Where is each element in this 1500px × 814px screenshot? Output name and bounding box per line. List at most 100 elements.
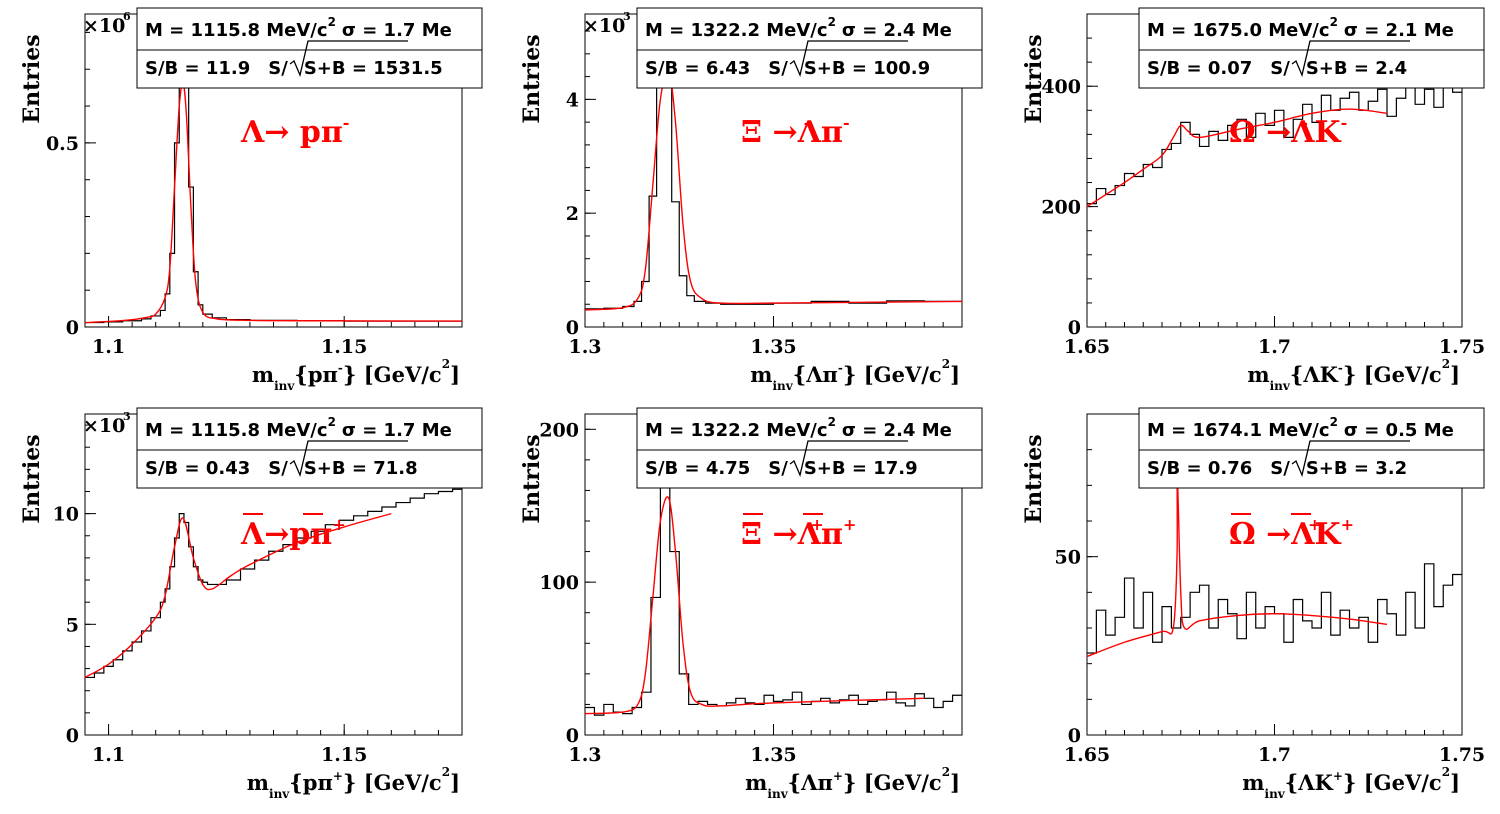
x-axis-label-part: 2 <box>442 357 450 371</box>
stats-line-2-part: S+B = 3.2 <box>1306 458 1407 479</box>
stats-box: M = 1115.8 MeV/c2 σ = 1.7 Me S/B = 11.9 S/S… <box>136 7 483 89</box>
x-axis-label-part: inv <box>269 787 290 801</box>
y-tick-label: 0 <box>566 317 579 339</box>
stats-line-2-part: S+B = 71.8 <box>304 458 418 479</box>
y-multiplier-exponent: 6 <box>123 10 131 23</box>
x-axis-label-part: inv <box>274 379 295 393</box>
stats-line-1-part: M = 1115.8 MeV/c <box>145 20 328 41</box>
stats-line-2-part: S/B = 4.75 <box>645 458 750 479</box>
x-axis-label-part: inv <box>767 787 788 801</box>
x-axis-label-part: {pπ <box>294 362 338 387</box>
stats-line-1-part: 2 <box>1330 15 1338 29</box>
y-multiplier: ×10 <box>83 415 125 437</box>
stats-box-frame <box>1138 407 1485 489</box>
decay-label-charge: - <box>1341 113 1348 132</box>
decay-label-charge: - <box>343 113 350 132</box>
x-axis-label-part: } [GeV/c <box>843 770 942 795</box>
y-tick-label: 0 <box>1068 725 1081 747</box>
x-axis-label-part: ] <box>950 362 960 387</box>
y-multiplier-exponent: 3 <box>123 410 131 423</box>
x-axis-label: minv{ΛK-} [GeV/c2] <box>1247 357 1460 393</box>
x-axis-label-part: } [GeV/c <box>343 362 442 387</box>
decay-label: Ξ →Λπ+ + <box>741 515 856 552</box>
histogram-series <box>585 486 962 716</box>
decay-label: Ω →ΛK+ + <box>1229 515 1354 552</box>
x-axis-label-part: 2 <box>1442 357 1450 371</box>
y-tick-label: 0.5 <box>46 133 79 155</box>
stats-line-2-part: S/ <box>768 58 788 79</box>
sqrt-radical <box>1291 440 1410 478</box>
decay-label-charge-2: - <box>1301 113 1308 132</box>
stats-line-1-part: 2 <box>828 415 836 429</box>
stats-line-1-part: σ = 2.4 Me <box>842 420 952 441</box>
x-tick-label: 1.65 <box>1064 744 1110 766</box>
decay-label-charge: + <box>843 515 856 534</box>
stats-line-1: M = 1322.2 MeV/c2 σ = 2.4 Me <box>645 15 952 41</box>
x-axis-label-part: {ΛK <box>1285 770 1334 795</box>
x-axis-label-part: - <box>338 361 343 375</box>
y-tick-label: 5 <box>66 614 79 636</box>
x-axis-label-part: ] <box>450 770 460 795</box>
stats-box-frame <box>1138 7 1485 89</box>
y-axis-label: Entries <box>519 34 545 123</box>
x-tick-label: 1.3 <box>568 336 601 358</box>
x-tick-label: 1.35 <box>750 336 796 358</box>
fit-curve <box>584 69 963 311</box>
x-axis-label-part: } [GeV/c <box>1343 362 1442 387</box>
stats-line-1-part: 2 <box>328 15 336 29</box>
x-axis-label-part: m <box>252 362 274 387</box>
x-axis-label-part: 2 <box>1442 765 1450 779</box>
x-tick-label: 1.75 <box>1439 744 1485 766</box>
sqrt-radical <box>789 40 908 78</box>
y-tick-label: 0 <box>566 725 579 747</box>
x-tick-label: 1.35 <box>750 744 796 766</box>
stats-line-1-part: σ = 0.5 Me <box>1344 420 1454 441</box>
x-axis-label-part: } [GeV/c <box>843 362 942 387</box>
x-axis-label-part: } [GeV/c <box>343 770 442 795</box>
y-tick-label: 100 <box>539 572 579 594</box>
decay-label: Λ→pπ+ <box>240 515 346 552</box>
stats-line-2: S/B = 0.07 S/S+B = 2.4 <box>1147 58 1407 79</box>
stats-box: M = 1322.2 MeV/c2 σ = 2.4 Me S/B = 6.43 S/S… <box>636 7 983 89</box>
stats-line-2-part: S+B = 17.9 <box>804 458 918 479</box>
stats-line-2-part: S/B = 6.43 <box>645 58 750 79</box>
fit-curve <box>1086 108 1388 208</box>
y-tick-label: 0 <box>66 725 79 747</box>
x-axis-label-part: - <box>1338 361 1343 375</box>
stats-box: M = 1115.8 MeV/c2 σ = 1.7 Me S/B = 0.43 S/S… <box>136 407 483 489</box>
x-axis-label-part: - <box>838 361 843 375</box>
y-tick-label: 400 <box>1041 76 1081 98</box>
x-axis-label-part: + <box>1333 769 1343 783</box>
stats-line-2-part: S/ <box>268 58 288 79</box>
y-multiplier-exponent: 3 <box>623 10 631 23</box>
stats-line-1: M = 1115.8 MeV/c2 σ = 1.7 Me <box>145 415 452 441</box>
x-axis-label: minv{pπ-} [GeV/c2] <box>252 357 460 393</box>
stats-box-frame <box>136 407 483 489</box>
sqrt-radical <box>289 440 408 478</box>
x-tick-label: 1.7 <box>1258 744 1291 766</box>
stats-line-1: M = 1322.2 MeV/c2 σ = 2.4 Me <box>645 415 952 441</box>
stats-line-2-part: S/B = 0.76 <box>1147 458 1252 479</box>
x-tick-label: 1.1 <box>92 336 125 358</box>
x-axis-label-part: } [GeV/c <box>1343 770 1442 795</box>
x-axis-label-part: m <box>745 770 767 795</box>
stats-line-2-part: S/B = 0.43 <box>145 458 250 479</box>
x-axis-label: minv{ΛK+} [GeV/c2] <box>1242 765 1460 801</box>
stats-line-1-part: σ = 2.1 Me <box>1344 20 1454 41</box>
stats-line-1-part: M = 1322.2 MeV/c <box>645 20 828 41</box>
decay-label-charge: + <box>332 515 345 534</box>
stats-line-2-part: S+B = 1531.5 <box>304 58 443 79</box>
x-tick-label: 1.75 <box>1439 336 1485 358</box>
decay-label-charge: - <box>843 113 850 132</box>
x-axis-label-part: + <box>333 769 343 783</box>
decay-label: Ξ →Λπ- - <box>741 113 850 150</box>
sqrt-radical <box>1291 40 1410 78</box>
stats-line-2-part: S/ <box>768 458 788 479</box>
stats-box-frame <box>136 7 483 89</box>
y-axis-label: Entries <box>1021 434 1047 523</box>
